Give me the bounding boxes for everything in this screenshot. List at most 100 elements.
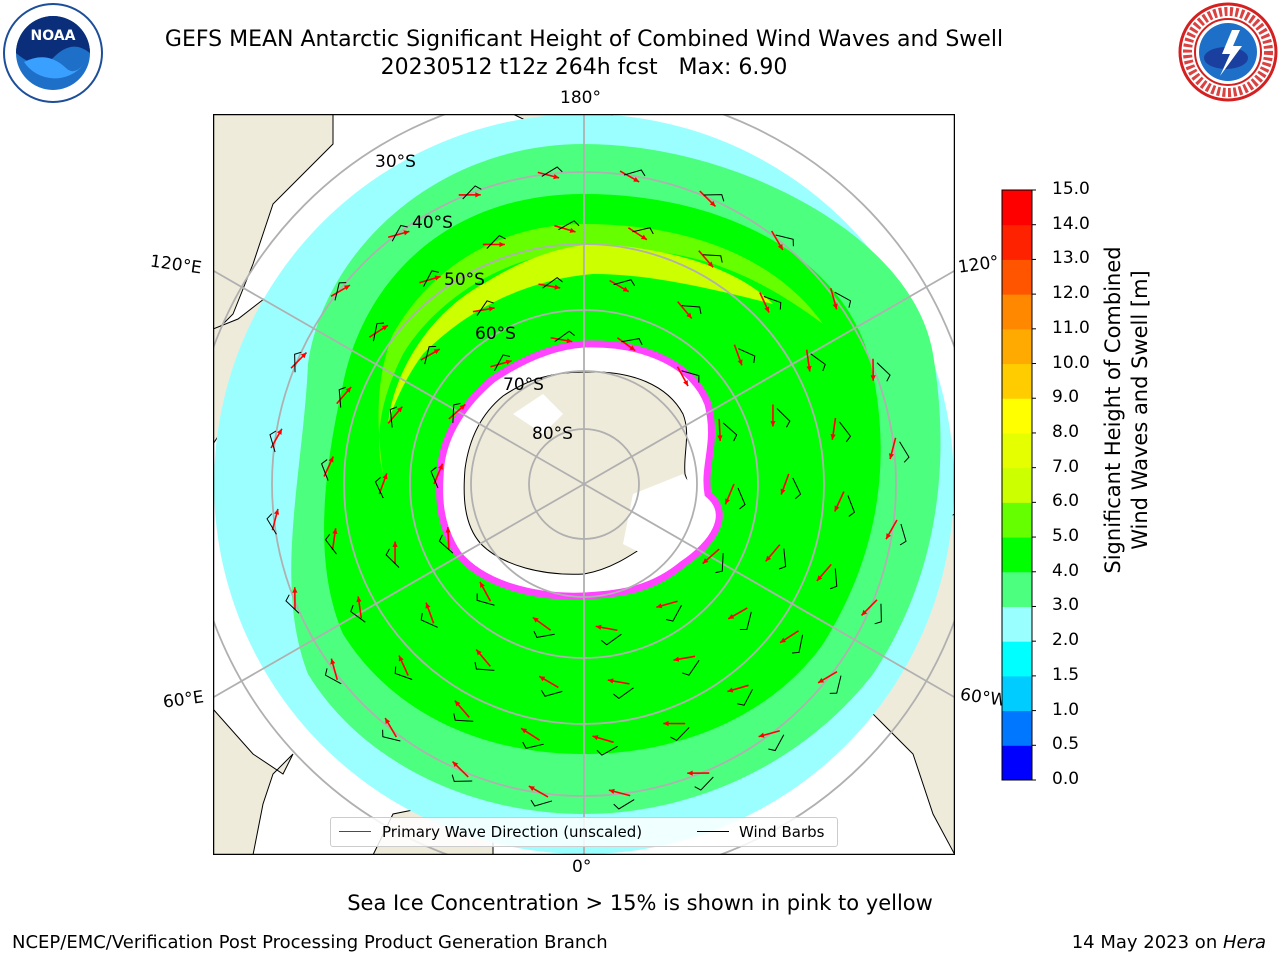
wind-barb: [876, 362, 891, 382]
wave-arrow: [676, 366, 689, 387]
wave-arrow: [292, 587, 298, 610]
credit-date-host: 14 May 2023 on Hera: [1072, 932, 1266, 953]
wave-arrow: [673, 655, 696, 662]
wind-barb: [739, 611, 752, 631]
wind-barb: [874, 603, 882, 625]
colorbar-segment: [1002, 432, 1032, 469]
map-border: [213, 114, 955, 855]
wave-arrow: [537, 171, 560, 180]
lon-label-upper-right: 120°: [956, 252, 1001, 278]
wave-arrow: [816, 563, 832, 582]
lat-label-60s: 60°S: [475, 324, 516, 344]
lon-label-bottom: 0°: [572, 857, 592, 877]
wave-arrow: [817, 670, 838, 684]
wave-arrow: [448, 403, 466, 420]
legend-barb-swatch: [697, 831, 729, 832]
lat-label-80s: 80°S: [532, 424, 573, 444]
wind-barb: [682, 660, 700, 676]
wind-barb: [420, 612, 438, 628]
wind-barb: [702, 254, 723, 263]
wave-arrow: [425, 602, 435, 624]
wind-barb: [320, 459, 329, 481]
legend-arrow-swatch: [339, 831, 371, 832]
wave-direction-arrows: [270, 170, 898, 798]
wind-barb: [394, 666, 413, 680]
colorbar-label-line-1: Significant Height of Combined: [1101, 246, 1125, 574]
wind-barbs: [266, 166, 910, 810]
wave-arrow: [609, 279, 630, 293]
wave-arrow: [727, 684, 749, 693]
colorbar-tick-label: 10.0: [1052, 352, 1090, 373]
lat-label-50s: 50°S: [444, 270, 485, 290]
wind-barb: [350, 604, 366, 623]
wave-arrow: [765, 544, 781, 562]
wind-barb: [385, 548, 400, 568]
colorbar-segment: [1002, 224, 1032, 260]
wind-barb: [530, 799, 553, 807]
wind-barb: [438, 534, 454, 554]
chart-title: GEFS MEAN Antarctic Significant Height o…: [124, 26, 1044, 82]
map-legend: Primary Wave Direction (unscaled) Wind B…: [330, 817, 838, 847]
wave-arrow: [433, 463, 444, 485]
colorbar-segment: [1002, 745, 1032, 781]
wave-arrow: [398, 655, 409, 676]
colorbar-segment: [1002, 606, 1032, 642]
wave-arrow: [368, 324, 389, 338]
wave-arrow: [330, 658, 339, 681]
wind-barb: [542, 276, 563, 289]
wave-arrow: [356, 596, 363, 619]
wind-barb: [810, 353, 826, 372]
wave-arrow: [608, 788, 631, 797]
wave-arrow: [472, 306, 495, 313]
wind-barb: [382, 729, 401, 742]
wave-arrow: [687, 770, 710, 776]
wave-arrow: [378, 473, 388, 495]
wind-barb: [737, 487, 746, 510]
wind-barb: [694, 776, 714, 791]
wave-arrow: [779, 630, 800, 644]
colorbar-tick-label: 1.5: [1052, 664, 1080, 685]
lon-label-lower-left: 60°E: [161, 687, 206, 713]
wave-arrow: [677, 301, 693, 320]
wave-arrow: [699, 190, 717, 208]
wind-barb: [681, 370, 700, 383]
wave-arrow: [445, 527, 451, 550]
wave-arrow: [387, 230, 410, 239]
credit-host: Hera: [1222, 932, 1266, 953]
wind-barb: [451, 774, 473, 782]
wind-barb: [462, 185, 482, 200]
wind-barb: [847, 495, 856, 517]
wind-barb: [424, 345, 437, 365]
nws-logo: [1178, 2, 1278, 102]
wave-arrow: [830, 417, 837, 440]
wave-arrow: [336, 386, 352, 405]
wave-arrow: [727, 607, 748, 620]
title-line-1: GEFS MEAN Antarctic Significant Height o…: [164, 27, 1004, 52]
wind-barb: [703, 194, 725, 202]
colorbar-tick-label: 2.0: [1052, 630, 1080, 651]
wave-arrow: [454, 700, 470, 718]
wave-arrow: [758, 729, 781, 738]
legend-barb-label: Wind Barbs: [739, 823, 825, 841]
wind-barb: [474, 662, 495, 671]
colorbar-label: Significant Height of Combined Wind Wave…: [1100, 150, 1154, 670]
colorbar-tick-label: 12.0: [1052, 283, 1090, 304]
wind-barb: [621, 338, 643, 346]
wave-arrow: [451, 760, 469, 778]
sea-ice-footnote: Sea Ice Concentration > 15% is shown in …: [347, 891, 933, 915]
wind-barb: [430, 466, 439, 489]
colorbar-tick-label: 15.0: [1052, 179, 1090, 199]
wind-barb: [486, 234, 506, 249]
wind-barb: [540, 690, 563, 697]
colorbar-segment: [1002, 467, 1032, 503]
lon-label-top: 180°: [560, 88, 601, 108]
wind-barb: [839, 421, 852, 443]
wave-arrow: [384, 717, 398, 738]
wave-arrow: [290, 351, 308, 369]
wave-arrow: [829, 287, 838, 310]
colorbar-tick-label: 7.0: [1052, 456, 1080, 477]
wave-arrow: [834, 491, 845, 512]
colorbar-label-line-2: Wind Waves and Swell [m]: [1128, 270, 1152, 550]
wave-arrow: [475, 648, 491, 667]
wind-barb: [541, 166, 563, 177]
